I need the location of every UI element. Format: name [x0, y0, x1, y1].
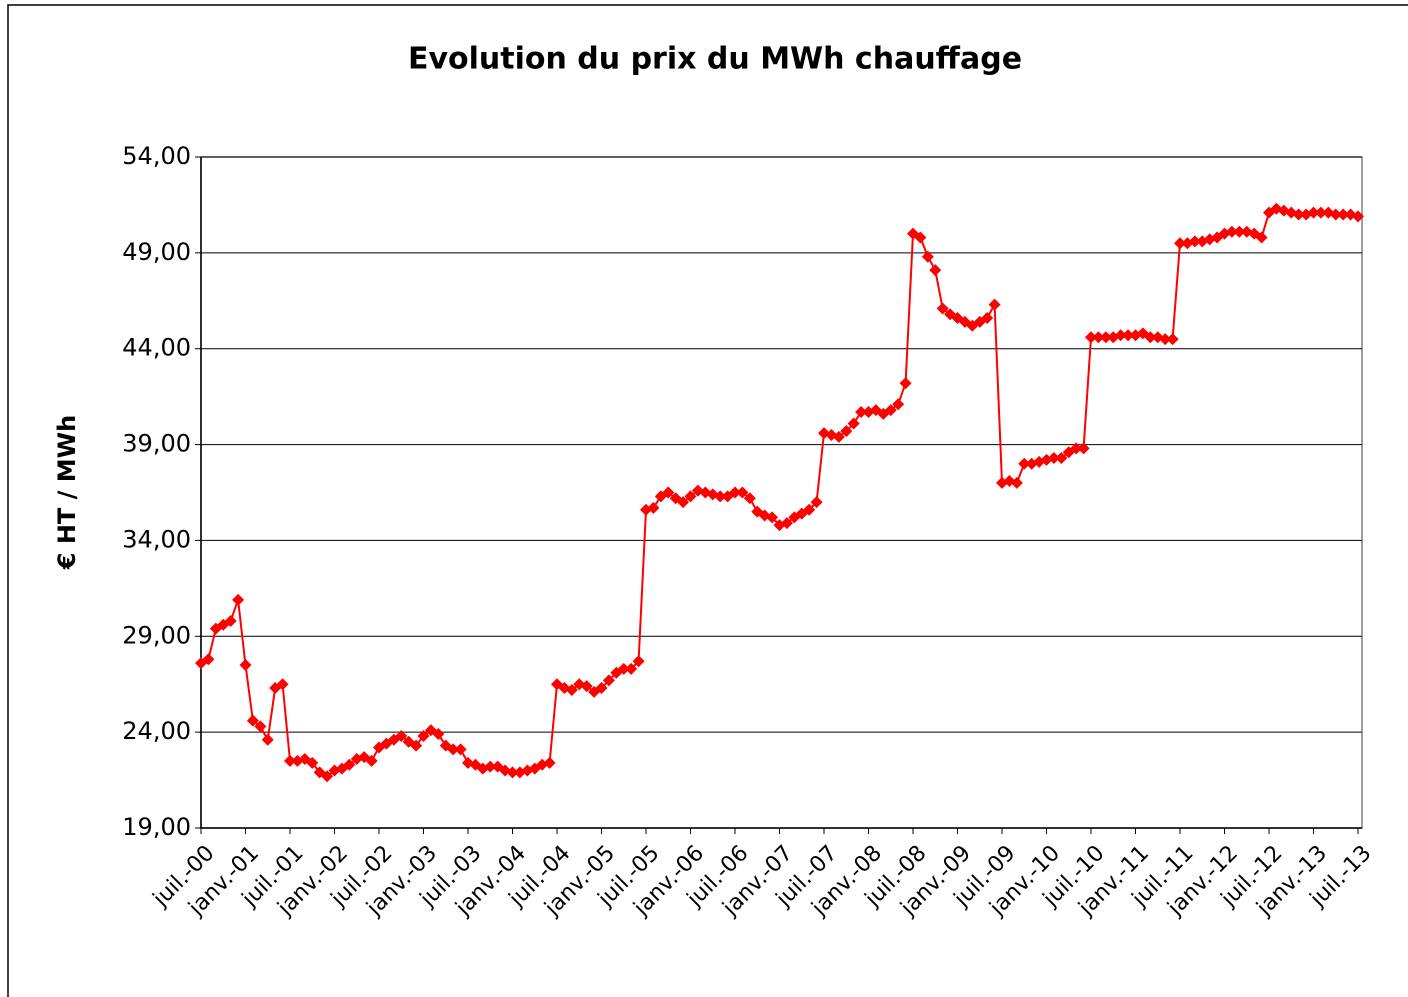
data-point	[543, 756, 556, 769]
data-point	[232, 593, 245, 606]
data-point	[395, 729, 408, 742]
data-point	[899, 377, 912, 390]
data-point	[1122, 329, 1135, 342]
data-point	[306, 756, 319, 769]
y-axis-title: € HT / MWh	[53, 415, 81, 570]
y-tick-label: 29,00	[122, 621, 191, 649]
y-tick-label: 34,00	[122, 525, 191, 553]
data-point	[1233, 225, 1246, 238]
plot-area	[200, 156, 1363, 829]
y-tick-label: 44,00	[122, 334, 191, 362]
data-point	[1337, 208, 1350, 221]
data-point	[1070, 442, 1083, 455]
data-point	[617, 662, 630, 675]
data-point	[929, 264, 942, 277]
data-point	[729, 486, 741, 499]
data-point	[981, 312, 994, 325]
y-tick-label: 24,00	[122, 717, 191, 745]
data-point	[662, 486, 675, 499]
data-point	[766, 511, 779, 524]
data-point	[224, 614, 237, 627]
data-point	[254, 720, 267, 733]
data-point	[321, 770, 334, 783]
data-point	[677, 496, 690, 509]
data-point	[803, 503, 816, 516]
data-point	[751, 505, 764, 518]
data-point	[432, 728, 445, 741]
data-point	[810, 496, 823, 509]
data-point	[447, 743, 460, 756]
data-point	[1055, 451, 1068, 464]
data-point	[565, 683, 578, 696]
data-point	[484, 760, 497, 773]
data-point	[276, 678, 289, 691]
data-point	[580, 680, 593, 693]
data-point	[884, 404, 897, 417]
y-tick-label: 19,00	[122, 813, 191, 841]
data-point	[1010, 476, 1023, 489]
data-point	[684, 490, 697, 503]
data-point	[1047, 451, 1060, 464]
data-point	[1114, 329, 1127, 342]
data-point	[1329, 208, 1342, 221]
data-point	[832, 430, 845, 443]
data-point	[284, 754, 296, 767]
data-point	[239, 659, 252, 672]
data-point	[1166, 333, 1179, 346]
data-point	[847, 417, 860, 430]
data-point	[454, 743, 467, 756]
data-point	[840, 425, 853, 438]
data-point	[647, 501, 660, 514]
data-point	[595, 682, 608, 695]
data-point	[892, 398, 905, 411]
data-point	[1077, 442, 1090, 455]
data-point	[714, 490, 727, 503]
data-point	[1352, 210, 1364, 223]
data-point	[246, 714, 259, 727]
data-point	[1018, 457, 1031, 470]
data-point	[855, 405, 868, 418]
data-point	[736, 486, 749, 499]
data-point	[1099, 331, 1112, 344]
data-point	[936, 302, 949, 315]
data-point	[602, 674, 615, 687]
data-point	[1314, 206, 1327, 219]
y-tick-label: 54,00	[122, 142, 191, 170]
data-point	[1174, 237, 1186, 250]
data-point	[1085, 331, 1097, 344]
data-point	[780, 517, 793, 530]
data-point	[988, 298, 1001, 311]
data-point	[921, 250, 934, 263]
data-point	[632, 655, 645, 668]
data-point	[1188, 235, 1201, 248]
data-point	[365, 754, 378, 767]
data-point	[1159, 333, 1172, 346]
data-point	[410, 739, 423, 752]
chart-title: Evolution du prix du MWh chauffage	[408, 42, 1022, 77]
data-point	[1092, 331, 1105, 344]
data-point	[1144, 331, 1157, 344]
data-point	[1225, 225, 1238, 238]
data-point	[1255, 231, 1268, 244]
data-point	[625, 662, 638, 675]
data-point	[743, 492, 756, 505]
data-point	[343, 758, 356, 771]
data-point	[261, 733, 274, 746]
y-tick-label: 49,00	[122, 238, 191, 266]
data-point	[506, 766, 519, 779]
data-point	[1292, 208, 1305, 221]
data-point	[417, 729, 430, 742]
data-point	[1307, 206, 1320, 219]
data-point	[202, 653, 215, 666]
data-point	[914, 231, 927, 244]
y-tick-label: 39,00	[122, 430, 191, 458]
